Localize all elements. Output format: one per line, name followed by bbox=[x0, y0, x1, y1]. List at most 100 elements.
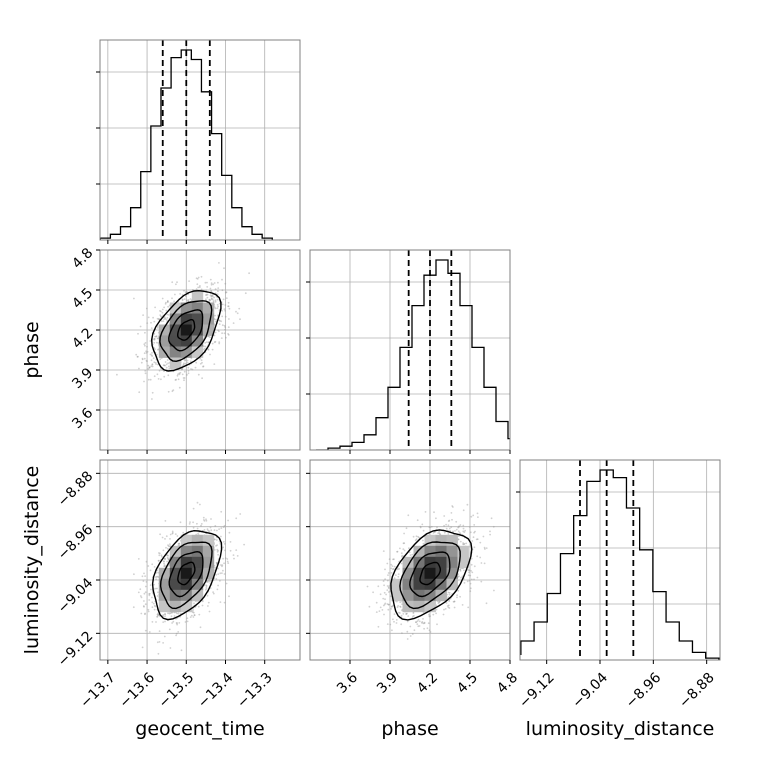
scatter-point bbox=[379, 593, 382, 596]
scatter-point bbox=[209, 294, 212, 297]
scatter-point bbox=[204, 589, 207, 591]
scatter-point bbox=[204, 281, 207, 284]
scatter-point bbox=[406, 630, 409, 633]
scatter-point bbox=[219, 601, 222, 603]
scatter-point bbox=[413, 629, 416, 632]
scatter-point bbox=[197, 532, 200, 535]
density-cell bbox=[169, 600, 182, 613]
density-cell bbox=[169, 335, 182, 347]
scatter-point bbox=[209, 336, 212, 339]
scatter-point bbox=[164, 361, 167, 363]
scatter-point bbox=[392, 568, 394, 571]
scatter-point bbox=[452, 600, 455, 603]
scatter-point bbox=[173, 615, 176, 617]
scatter-point bbox=[197, 605, 200, 608]
scatter-point bbox=[171, 532, 174, 535]
scatter-point bbox=[161, 297, 164, 300]
scatter-point bbox=[192, 289, 194, 291]
scatter-point bbox=[419, 526, 422, 529]
scatter-point bbox=[393, 558, 395, 561]
scatter-point bbox=[139, 588, 142, 591]
scatter-point bbox=[216, 529, 218, 532]
scatter-point bbox=[424, 511, 427, 513]
scatter-point bbox=[209, 579, 212, 582]
scatter-point bbox=[463, 531, 466, 533]
scatter-point bbox=[228, 531, 231, 534]
scatter-point bbox=[210, 297, 213, 300]
scatter-point bbox=[214, 300, 217, 303]
scatter-point bbox=[157, 614, 159, 616]
scatter-point bbox=[136, 355, 139, 358]
scatter-point bbox=[483, 562, 486, 565]
density-cell bbox=[202, 302, 215, 314]
scatter-point bbox=[421, 523, 424, 526]
scatter-point bbox=[167, 557, 169, 560]
scatter-point bbox=[199, 503, 201, 506]
scatter-point bbox=[382, 597, 385, 600]
scatter-point bbox=[143, 605, 145, 608]
scatter-point bbox=[213, 282, 216, 284]
scatter-point bbox=[147, 367, 150, 370]
density-cell bbox=[169, 357, 182, 369]
x-tick-label: −8.88 bbox=[676, 670, 718, 712]
scatter-point bbox=[433, 511, 435, 514]
scatter-point bbox=[459, 540, 462, 543]
scatter-point bbox=[149, 569, 152, 572]
scatter-point bbox=[162, 615, 165, 618]
scatter-point bbox=[167, 374, 170, 377]
scatter-point bbox=[447, 604, 450, 607]
scatter-point bbox=[151, 365, 154, 368]
scatter-point bbox=[222, 569, 224, 572]
scatter-point bbox=[207, 348, 210, 351]
scatter-point bbox=[187, 369, 190, 372]
scatter-point bbox=[182, 377, 185, 379]
scatter-point bbox=[438, 601, 440, 604]
scatter-point bbox=[159, 358, 162, 361]
scatter-point bbox=[459, 532, 462, 535]
scatter-point bbox=[178, 372, 181, 375]
scatter-point bbox=[139, 325, 142, 328]
scatter-point bbox=[473, 531, 475, 534]
scatter-point bbox=[155, 341, 158, 344]
scatter-point bbox=[167, 314, 170, 316]
scatter-point bbox=[156, 373, 159, 376]
scatter-point bbox=[147, 378, 150, 381]
scatter-point bbox=[199, 357, 202, 360]
density-cell bbox=[180, 335, 193, 347]
scatter-point bbox=[167, 544, 169, 546]
scatter-point bbox=[214, 331, 217, 334]
density-cell bbox=[191, 567, 204, 580]
scatter-point bbox=[470, 563, 473, 566]
scatter-point bbox=[197, 373, 200, 376]
scatter-point bbox=[154, 306, 157, 309]
scatter-point bbox=[407, 514, 410, 517]
scatter-point bbox=[144, 331, 146, 334]
scatter-point bbox=[400, 562, 403, 565]
scatter-point bbox=[396, 568, 399, 571]
scatter-point bbox=[412, 615, 414, 618]
scatter-point bbox=[162, 621, 165, 623]
scatter-point bbox=[159, 310, 161, 312]
scatter-point bbox=[204, 347, 206, 350]
scatter-point bbox=[447, 524, 450, 527]
scatter-point bbox=[143, 343, 146, 346]
scatter-point bbox=[217, 573, 220, 575]
scatter-point bbox=[156, 353, 158, 356]
scatter-point bbox=[422, 622, 425, 625]
scatter-point bbox=[216, 588, 219, 591]
scatter-point bbox=[467, 574, 470, 577]
scatter-point bbox=[394, 574, 397, 576]
scatter-point bbox=[184, 291, 187, 294]
scatter-point bbox=[489, 530, 491, 533]
scatter-point bbox=[393, 577, 396, 580]
scatter-point bbox=[221, 564, 224, 566]
scatter-point bbox=[157, 317, 160, 320]
scatter-point bbox=[235, 549, 238, 551]
scatter-point bbox=[221, 565, 223, 568]
scatter-point bbox=[165, 301, 167, 304]
scatter-point bbox=[153, 608, 156, 611]
density-cell bbox=[202, 545, 215, 558]
scatter-point bbox=[223, 541, 225, 543]
scatter-point bbox=[133, 573, 135, 576]
scatter-point bbox=[150, 354, 153, 357]
